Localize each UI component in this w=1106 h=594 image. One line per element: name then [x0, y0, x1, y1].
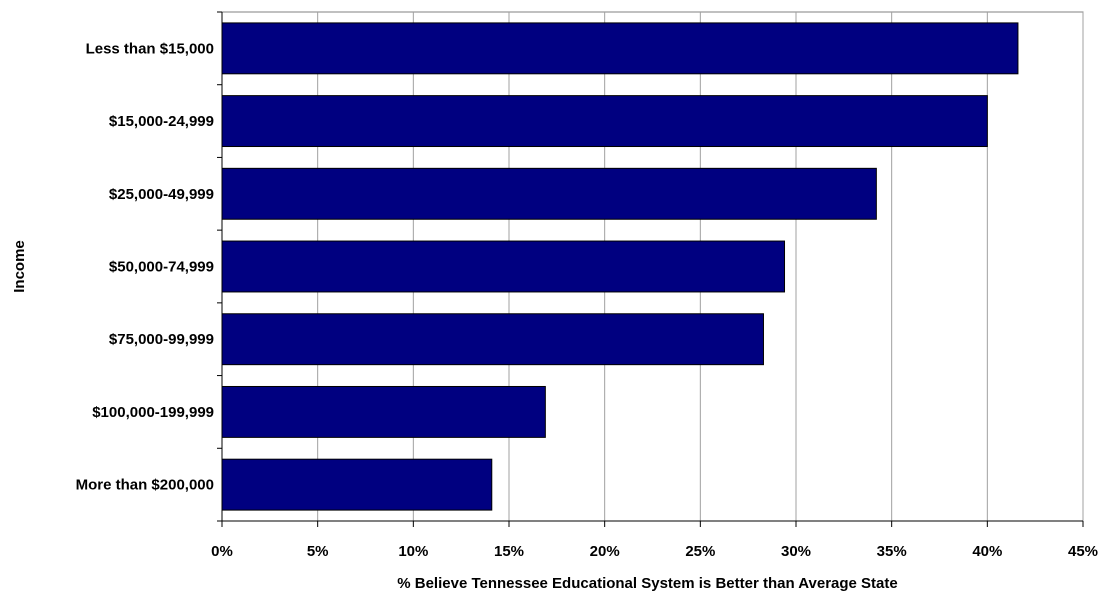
y-tick-label: $50,000-74,999 [109, 259, 214, 276]
x-tick-label: 25% [685, 543, 715, 560]
y-tick-labels: Less than $15,000 $15,000-24,999 $25,000-4… [76, 40, 214, 493]
x-axis-title: % Believe Tennessee Educational System i… [397, 575, 897, 592]
y-tick-label: $100,000-199,999 [92, 404, 214, 421]
x-tick-label: 15% [494, 543, 524, 560]
y-tick-label: $25,000-49,999 [109, 186, 214, 203]
x-tick-labels: 0% 5% 10% 15% 20% 25% 30% 35% 40% 45% [211, 543, 1098, 560]
x-tick-label: 40% [972, 543, 1002, 560]
x-tick-label: 0% [211, 543, 233, 560]
y-tick-label: More than $200,000 [76, 477, 214, 494]
y-tick-label: $75,000-99,999 [109, 331, 214, 348]
bars [221, 22, 1019, 511]
bar [221, 95, 988, 148]
axes [217, 11, 1084, 527]
bar [221, 167, 877, 220]
y-tick-label: $15,000-24,999 [109, 113, 214, 130]
y-axis-title: Income [11, 240, 28, 293]
bar [221, 240, 786, 293]
bar [221, 385, 546, 438]
bar [221, 458, 493, 511]
x-tick-label: 5% [307, 543, 329, 560]
x-tick-label: 30% [781, 543, 811, 560]
y-tick-label: Less than $15,000 [86, 40, 214, 57]
bar [221, 22, 1019, 75]
bar [221, 313, 764, 366]
x-tick-label: 10% [398, 543, 428, 560]
x-tick-label: 35% [877, 543, 907, 560]
x-tick-label: 45% [1068, 543, 1098, 560]
x-tick-label: 20% [590, 543, 620, 560]
